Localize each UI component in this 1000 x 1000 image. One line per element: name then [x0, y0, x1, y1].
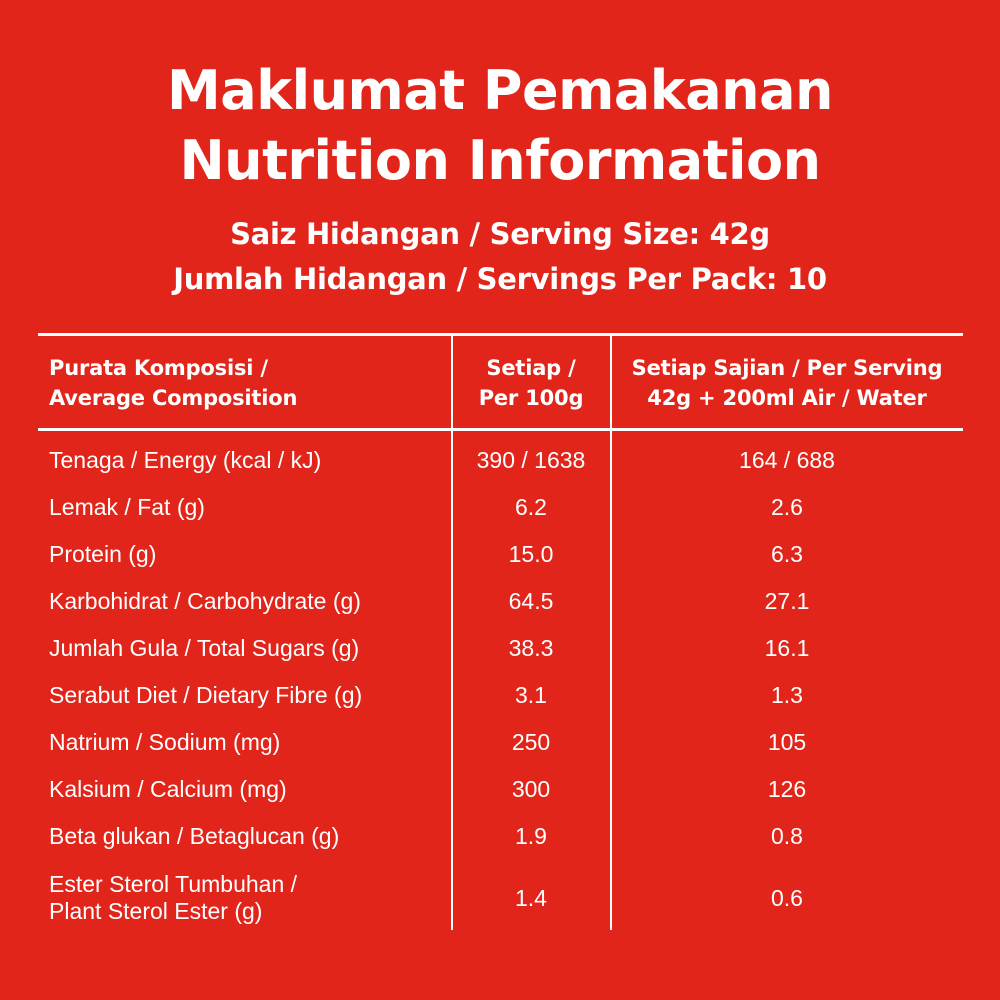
column-header-composition-line2: Average Composition [49, 386, 298, 410]
column-header-per-100g-line1: Setiap / [486, 356, 576, 380]
value-per-100g: 38.3 [508, 635, 554, 661]
table-row: Ester Sterol Tumbuhan / Plant Sterol Est… [38, 860, 963, 936]
table-row: Serabut Diet / Dietary Fibre (g) 3.1 1.3 [38, 672, 963, 719]
servings-per-pack: Jumlah Hidangan / Servings Per Pack: 10 [173, 262, 827, 296]
nutrient-name: Ester Sterol Tumbuhan / Plant Sterol Est… [49, 860, 449, 936]
table-row: Beta glukan / Betaglucan (g) 1.9 0.8 [38, 813, 963, 860]
value-per-100g: 1.4 [515, 884, 547, 911]
nutrient-name-lines: Ester Sterol Tumbuhan / Plant Sterol Est… [49, 871, 297, 925]
table-row: Natrium / Sodium (mg) 250 105 [38, 719, 963, 766]
title-english: Nutrition Information [179, 129, 821, 192]
nutrient-name: Natrium / Sodium (mg) [49, 729, 281, 755]
value-per-serving: 126 [767, 776, 807, 802]
table-row: Lemak / Fat (g) 6.2 2.6 [38, 484, 963, 531]
nutrient-name: Lemak / Fat (g) [49, 494, 205, 520]
nutrition-table-body: Tenaga / Energy (kcal / kJ) 390 / 1638 1… [38, 437, 963, 936]
nutrient-name: Serabut Diet / Dietary Fibre (g) [49, 682, 363, 708]
nutrient-name-line2: Plant Sterol Ester (g) [49, 898, 263, 924]
column-header-per-serving-line2: 42g + 200ml Air / Water [647, 386, 927, 410]
title-malay: Maklumat Pemakanan [167, 59, 833, 122]
table-row: Karbohidrat / Carbohydrate (g) 64.5 27.1 [38, 578, 963, 625]
nutrient-name: Beta glukan / Betaglucan (g) [49, 823, 340, 849]
table-row: Protein (g) 15.0 6.3 [38, 531, 963, 578]
value-per-serving: 16.1 [764, 635, 810, 661]
nutrient-name-line1: Ester Sterol Tumbuhan / [49, 871, 298, 897]
value-per-100g: 3.1 [515, 682, 547, 708]
value-per-100g: 15.0 [508, 541, 554, 567]
value-per-serving: 164 / 688 [739, 447, 835, 473]
column-header-per-serving: Setiap Sajian / Per Serving 42g + 200ml … [611, 353, 963, 413]
value-per-100g: 300 [511, 776, 551, 802]
value-per-serving: 1.3 [771, 682, 803, 708]
value-per-100g: 250 [511, 729, 551, 755]
column-divider-1 [451, 336, 453, 930]
column-header-per-100g: Setiap / Per 100g [452, 353, 610, 413]
table-row: Jumlah Gula / Total Sugars (g) 38.3 16.1 [38, 625, 963, 672]
nutrient-name: Tenaga / Energy (kcal / kJ) [49, 447, 322, 473]
value-per-serving: 105 [767, 729, 807, 755]
nutrient-name: Jumlah Gula / Total Sugars (g) [49, 635, 360, 661]
value-per-serving: 0.6 [771, 884, 803, 911]
value-per-100g: 6.2 [515, 494, 547, 520]
value-per-serving: 0.8 [771, 823, 803, 849]
serving-size: Saiz Hidangan / Serving Size: 42g [230, 217, 770, 251]
nutrient-name: Protein (g) [49, 541, 157, 567]
table-row: Tenaga / Energy (kcal / kJ) 390 / 1638 1… [38, 437, 963, 484]
column-header-composition-line1: Purata Komposisi / [49, 356, 268, 380]
table-top-rule [38, 333, 963, 336]
column-header-per-100g-line2: Per 100g [478, 386, 584, 410]
table-row: Kalsium / Calcium (mg) 300 126 [38, 766, 963, 813]
value-per-serving: 2.6 [771, 494, 803, 520]
nutrient-name: Karbohidrat / Carbohydrate (g) [49, 588, 361, 614]
value-per-serving: 27.1 [764, 588, 810, 614]
value-per-100g: 390 / 1638 [476, 447, 586, 473]
value-per-100g: 64.5 [508, 588, 554, 614]
nutrient-name: Kalsium / Calcium (mg) [49, 776, 287, 802]
value-per-serving: 6.3 [771, 541, 803, 567]
table-header-rule [38, 428, 963, 431]
column-divider-2 [610, 336, 612, 930]
value-per-100g: 1.9 [515, 823, 547, 849]
column-header-composition: Purata Komposisi / Average Composition [49, 353, 297, 413]
column-header-per-serving-line1: Setiap Sajian / Per Serving [631, 356, 943, 380]
